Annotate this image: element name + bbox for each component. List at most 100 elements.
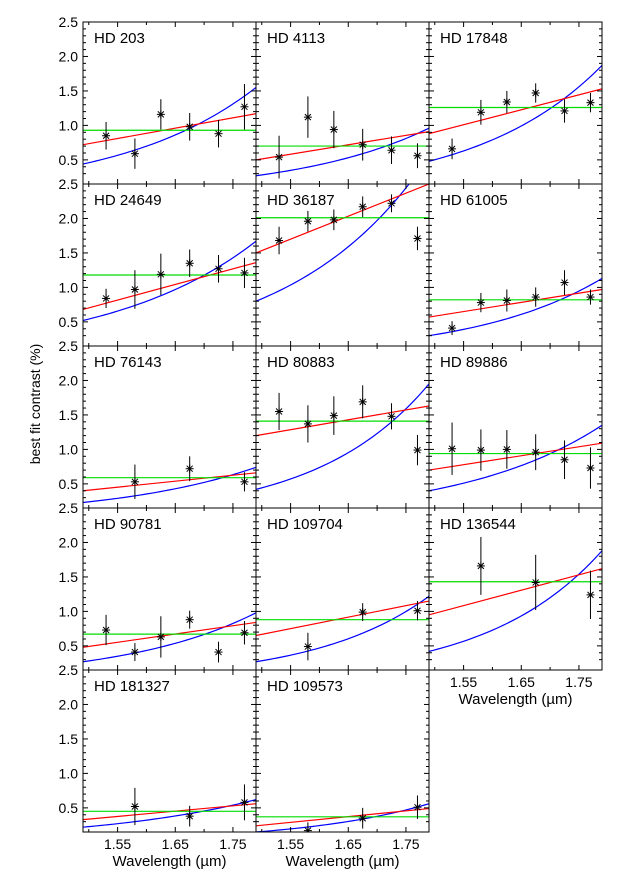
y-tick-label: 1.5 [59, 569, 79, 585]
data-point [185, 249, 194, 278]
x-tick-label: 1.55 [104, 836, 131, 852]
y-tick-label: 2.0 [59, 48, 79, 64]
marker-stroke [157, 270, 165, 278]
data-point [387, 403, 396, 430]
panel-plot-area [429, 422, 602, 492]
y-tick-label: 0.5 [59, 638, 79, 654]
data-point [502, 90, 511, 113]
panel-title: HD 89886 [440, 354, 508, 371]
marker-stroke [215, 648, 222, 656]
panel-title: HD 80883 [267, 354, 335, 371]
data-point [329, 209, 338, 231]
marker-stroke [477, 562, 485, 570]
data-point [156, 99, 165, 130]
blue-fit-curve [83, 612, 256, 663]
panel-plot-area [256, 383, 429, 490]
data-point [303, 405, 312, 443]
y-tick-label: 2.0 [59, 372, 79, 388]
data-point [240, 84, 249, 130]
y-tick-label: 1.5 [59, 731, 79, 747]
panel-title: HD 90781 [94, 516, 162, 533]
panel-title: HD 203 [94, 30, 145, 47]
panel-plot-area [83, 610, 256, 663]
marker-stroke [102, 295, 110, 302]
blue-fit-curve [256, 127, 429, 177]
data-point [214, 255, 223, 283]
blue-fit-curve [429, 277, 602, 337]
panel-plot-area [256, 595, 429, 663]
data-point [214, 119, 223, 148]
panel-2: HD 17848 [428, 21, 603, 185]
y-tick-label: 0.5 [59, 800, 79, 816]
marker-stroke [503, 446, 511, 453]
marker-stroke [414, 803, 421, 811]
y-tick-label: 1.0 [59, 603, 79, 619]
data-point [240, 472, 249, 492]
data-point [185, 112, 194, 141]
data-point [502, 289, 511, 312]
y-tick-label: 0.5 [59, 152, 79, 168]
red-fit-line [83, 472, 256, 492]
marker-stroke [532, 579, 540, 586]
data-point [240, 621, 249, 645]
marker-stroke [275, 153, 283, 161]
y-tick-label: 2.0 [59, 696, 79, 712]
marker-stroke [503, 297, 511, 304]
marker-stroke [503, 98, 511, 106]
marker-stroke [131, 150, 139, 158]
y-tick-label: 1.0 [59, 279, 79, 295]
panel-title: HD 17848 [440, 30, 508, 47]
marker-stroke [186, 123, 194, 131]
marker-stroke [330, 216, 338, 224]
data-point [448, 422, 457, 475]
marker-stroke [330, 412, 338, 419]
data-point [413, 143, 422, 169]
data-point [303, 822, 312, 832]
panel-title: HD 109704 [267, 516, 343, 533]
panel-8: HD 89886 [428, 345, 603, 509]
marker-stroke [157, 111, 165, 118]
data-point [130, 464, 139, 500]
marker-stroke [186, 812, 194, 820]
marker-stroke [102, 132, 110, 140]
marker-stroke [388, 199, 395, 207]
y-tick-label: 0.5 [59, 476, 79, 492]
marker-stroke [241, 103, 248, 111]
blue-fit-curve [256, 383, 429, 490]
data-point [130, 138, 139, 169]
panel-plot-area [256, 795, 429, 832]
marker-stroke [532, 293, 540, 301]
x-axis-label: Wavelength (µm) [459, 691, 573, 708]
panel-6: HD 76143 0.5 1.0 1.5 2.0 2.5 [59, 338, 257, 509]
data-point [476, 99, 485, 125]
data-point [560, 270, 569, 295]
marker-stroke [304, 643, 312, 650]
blue-fit-curve [83, 799, 256, 828]
red-fit-line [256, 184, 429, 254]
y-tick-label: 2.5 [59, 662, 79, 678]
data-point [413, 434, 422, 466]
y-tick-label: 0.5 [59, 314, 79, 330]
marker-stroke [275, 408, 283, 415]
marker-stroke [305, 827, 312, 832]
marker-stroke [359, 814, 367, 822]
data-point [560, 440, 569, 480]
marker-stroke [304, 217, 312, 225]
data-point [358, 128, 367, 161]
marker-stroke [330, 126, 338, 133]
x-tick-label: 1.75 [219, 836, 246, 852]
red-fit-line [83, 621, 256, 648]
panel-title: HD 24649 [94, 192, 162, 209]
marker-stroke [532, 448, 540, 456]
panel-10: HD 109704 [255, 507, 430, 671]
data-point [130, 643, 139, 662]
panel-plot-area [429, 65, 602, 162]
marker-stroke [388, 146, 395, 154]
data-point [329, 396, 338, 435]
marker-stroke [414, 152, 421, 160]
panel-plot-area [256, 184, 429, 302]
marker-stroke [359, 141, 367, 149]
data-point [303, 210, 312, 232]
marker-stroke [477, 108, 485, 116]
